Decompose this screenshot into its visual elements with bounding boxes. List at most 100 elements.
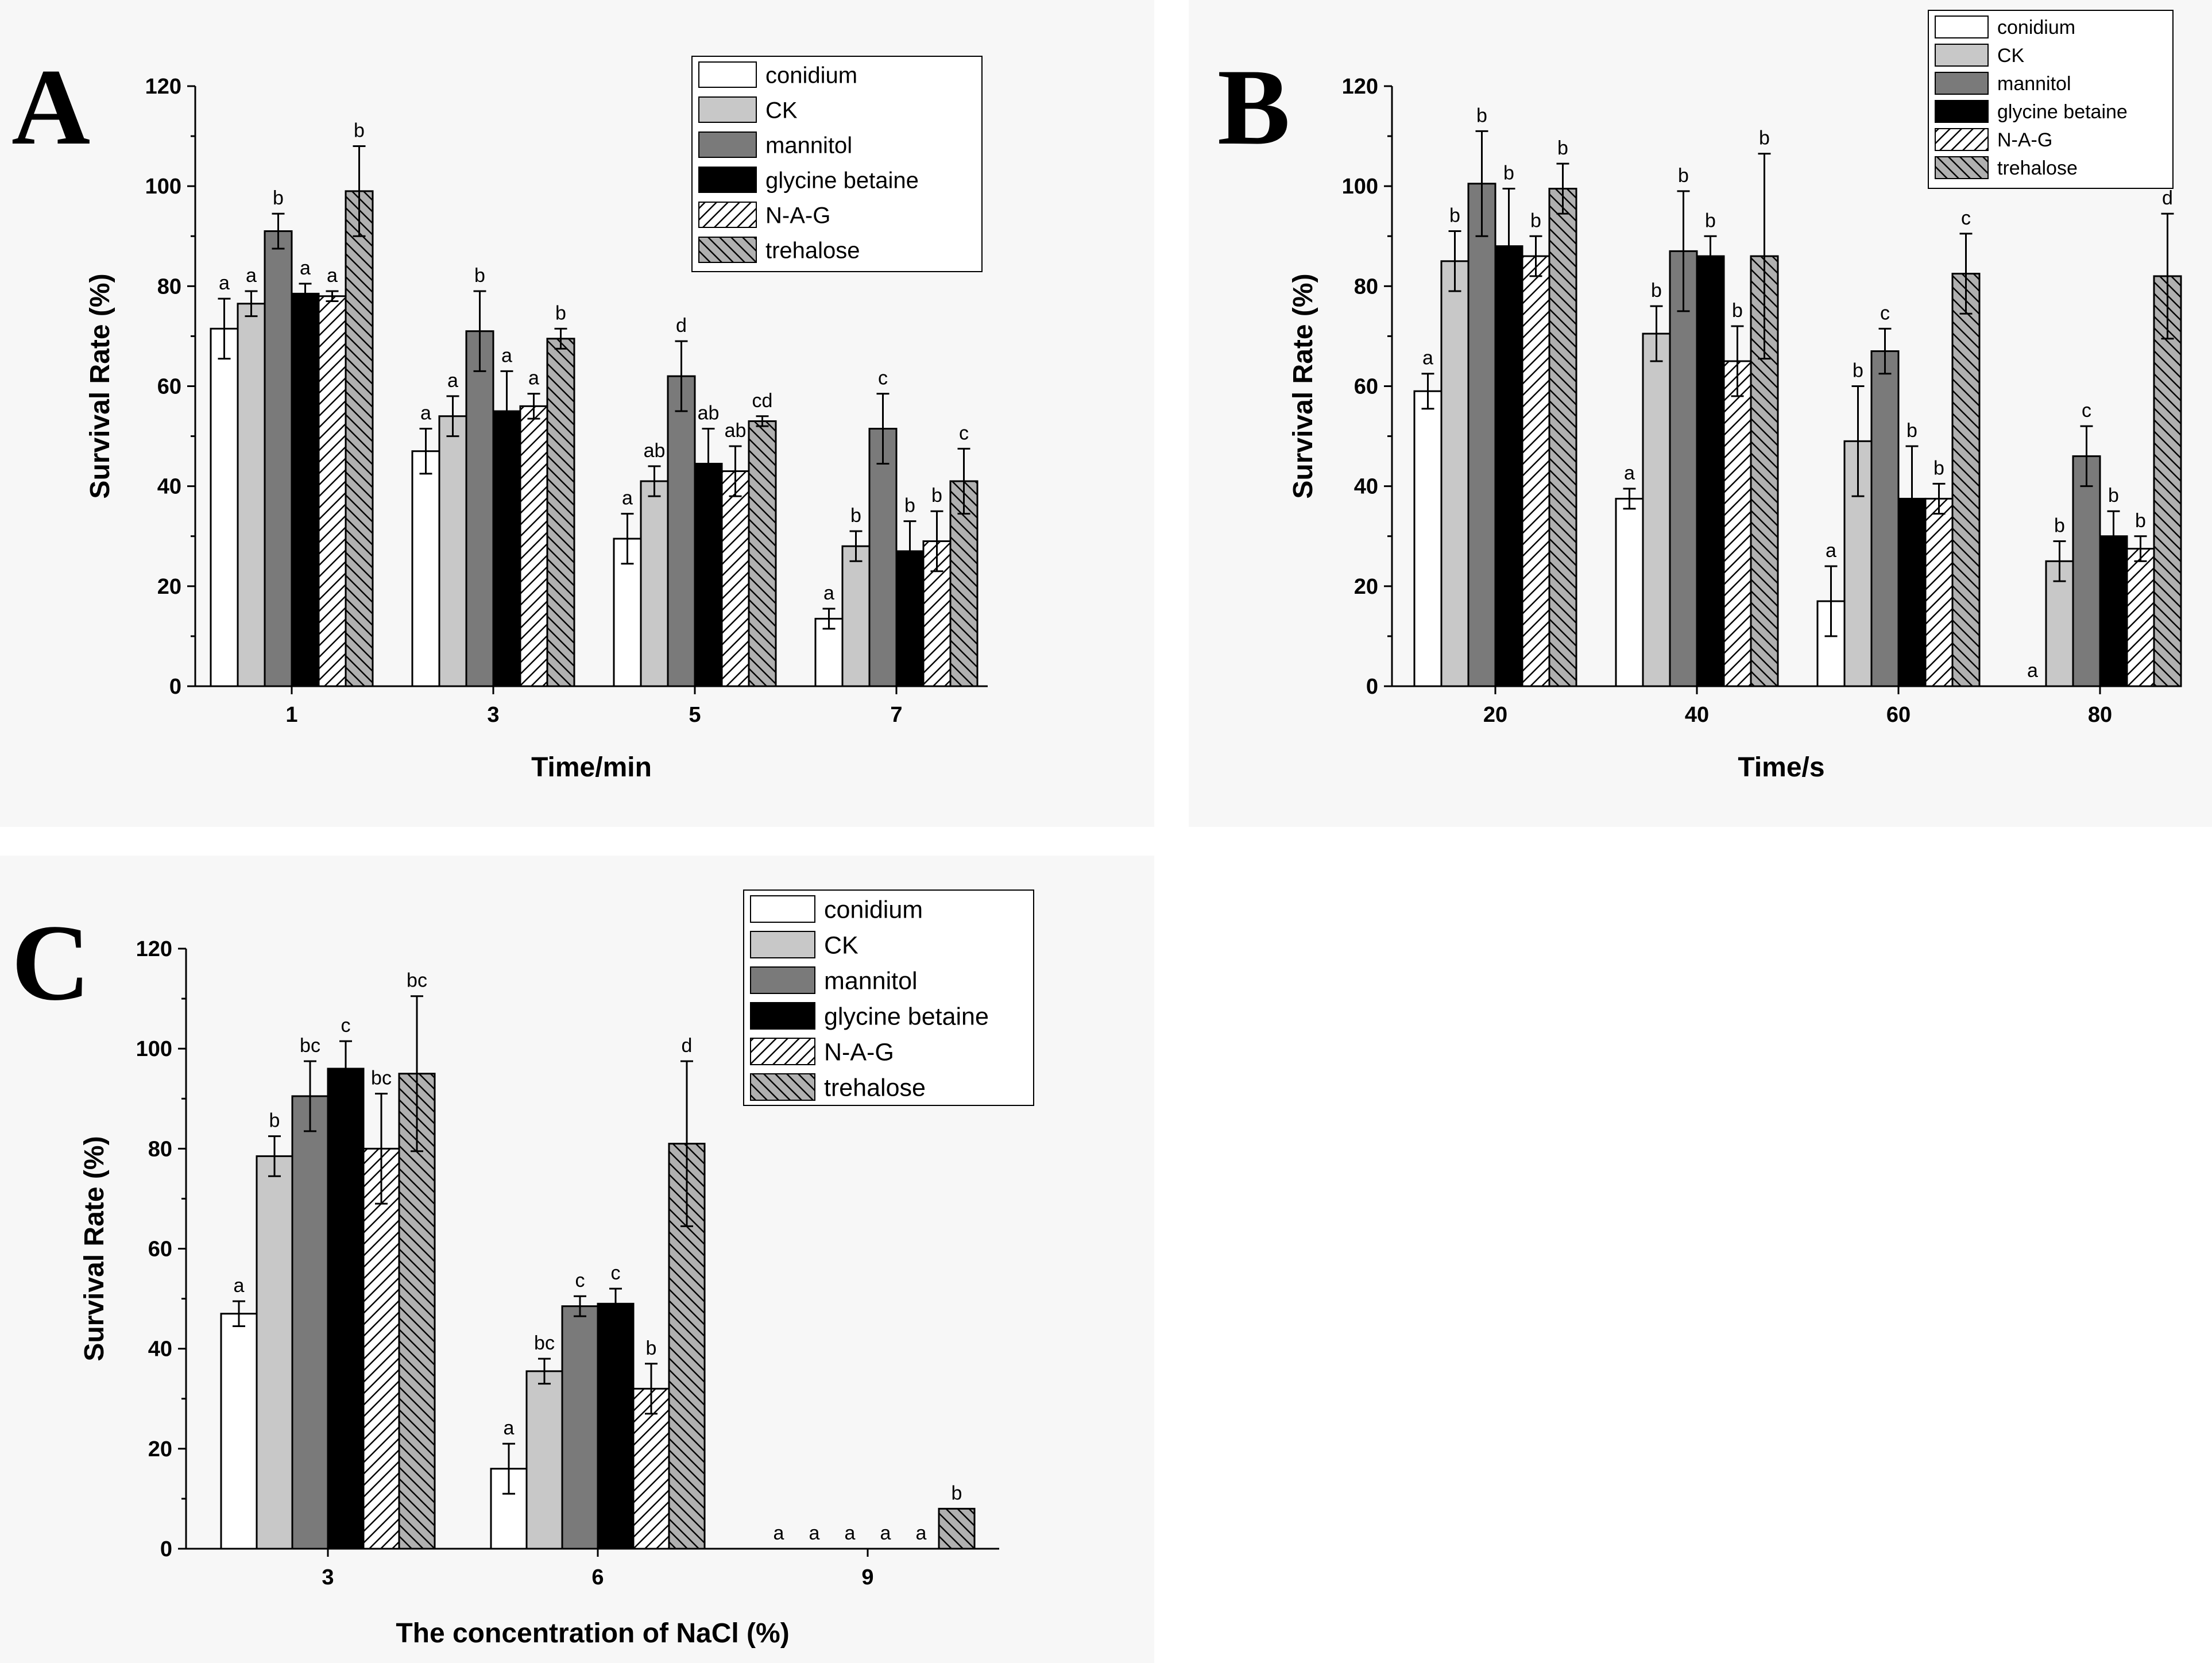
bar-mannitol-7 [868, 428, 898, 687]
legend-swatch-glycine-betaine [1935, 100, 1989, 123]
legend-label-conidium: conidium [1997, 17, 2075, 38]
significance-label: b [1557, 137, 1568, 159]
legend-label-conidium: conidium [824, 896, 923, 923]
bar-n-a-g-60 [1924, 497, 1954, 687]
legend-label-conidium: conidium [765, 63, 857, 88]
bar-ck-5 [640, 480, 669, 687]
x-tick-label: 20 [1483, 703, 1507, 727]
significance-label: b [555, 302, 566, 324]
bar-trehalose-60 [1951, 273, 1981, 687]
significance-label: b [931, 485, 942, 506]
significance-label: c [341, 1015, 351, 1037]
legend-label-trehalose: trehalose [1997, 157, 2078, 179]
bar-n-a-g-1 [318, 295, 347, 687]
bar-conidium-20 [1413, 390, 1443, 687]
x-tick-label: 7 [890, 703, 902, 727]
significance-label: b [1530, 210, 1541, 231]
legend-label-ck: CK [1997, 45, 2025, 67]
significance-label: b [2054, 515, 2065, 536]
significance-label: ab [725, 420, 747, 442]
significance-label: a [420, 403, 431, 424]
significance-label: b [1503, 163, 1514, 184]
bar-mannitol-40 [1669, 250, 1698, 687]
legend-swatch-ck [698, 96, 757, 123]
significance-label: b [1705, 210, 1716, 231]
x-tick-label: 40 [1685, 703, 1709, 727]
x-tick-label: 5 [689, 703, 701, 727]
panel-letter-c: C [11, 903, 90, 1023]
bar-glycine-betaine-5 [694, 462, 723, 687]
x-axis-title: Time/s [1738, 752, 1824, 783]
bar-glycine-betaine-6 [597, 1302, 635, 1550]
significance-label: b [646, 1337, 657, 1359]
y-tick-label: 100 [136, 1037, 172, 1061]
legend-label-mannitol: mannitol [824, 967, 918, 995]
significance-label: a [1624, 462, 1635, 484]
significance-label: a [774, 1522, 784, 1544]
significance-label: b [1907, 420, 1917, 442]
y-tick-label: 80 [157, 274, 181, 299]
legend-swatch-ck [750, 931, 815, 958]
significance-label: b [1933, 457, 1944, 479]
bar-trehalose-20 [1548, 188, 1577, 687]
legend-label-mannitol: mannitol [1997, 73, 2071, 95]
legend: conidium CK mannitol glycine betaine N-A-G tr… [743, 889, 1034, 1106]
legend-swatch-mannitol [1935, 72, 1989, 95]
y-tick-label: 20 [157, 575, 181, 599]
bar-n-a-g-5 [721, 470, 750, 687]
bar-mannitol-1 [264, 230, 293, 687]
significance-label: c [2082, 400, 2091, 421]
legend-swatch-conidium [750, 895, 815, 923]
legend-label-mannitol: mannitol [765, 133, 852, 158]
bar-ck-40 [1642, 332, 1671, 687]
y-tick-label: 60 [1354, 375, 1378, 399]
legend-label-glycine-betaine: glycine betaine [765, 168, 919, 193]
legend-label-n-a-g: N-A-G [824, 1038, 894, 1066]
significance-label: b [1449, 205, 1460, 227]
significance-label: a [528, 368, 539, 389]
significance-label: b [1759, 127, 1770, 149]
legend-box [691, 56, 983, 272]
significance-label: b [269, 1110, 280, 1132]
significance-label: ab [698, 403, 720, 424]
bar-ck-7 [841, 545, 871, 687]
significance-label: d [2162, 187, 2173, 209]
bar-ck-1 [237, 303, 266, 687]
y-tick-label: 40 [1354, 475, 1378, 499]
significance-label: bc [300, 1035, 320, 1057]
x-tick-label: 80 [2088, 703, 2112, 727]
bar-trehalose-5 [748, 420, 777, 687]
legend-swatch-n-a-g [1935, 128, 1989, 151]
bar-glycine-betaine-20 [1494, 245, 1523, 687]
legend-label-glycine-betaine: glycine betaine [824, 1003, 989, 1030]
y-tick-label: 120 [1342, 75, 1378, 99]
legend-label-trehalose: trehalose [765, 238, 860, 263]
legend-swatch-mannitol [698, 132, 757, 158]
significance-label: b [354, 120, 365, 142]
y-tick-label: 60 [148, 1237, 172, 1262]
bar-ck-6 [525, 1370, 563, 1550]
significance-label: b [1732, 300, 1743, 322]
y-tick-label: 60 [157, 375, 181, 399]
panel-letter-b: B [1217, 47, 1290, 168]
bar-glycine-betaine-3 [327, 1068, 365, 1550]
y-tick-label: 20 [1354, 575, 1378, 599]
bar-conidium-3 [220, 1313, 258, 1550]
significance-label: a [219, 272, 230, 294]
significance-label: a [622, 488, 633, 509]
bar-mannitol-3 [465, 330, 494, 687]
legend-swatch-glycine-betaine [698, 167, 757, 193]
significance-label: a [823, 582, 834, 604]
bar-mannitol-80 [2072, 455, 2101, 687]
panel-letter-a: A [11, 47, 90, 168]
bar-ck-3 [438, 415, 467, 687]
y-tick-label: 120 [145, 75, 181, 99]
legend-swatch-n-a-g [698, 202, 757, 228]
y-axis-title: Survival Rate (%) [85, 273, 115, 498]
y-tick-label: 80 [1354, 274, 1378, 299]
legend-box [743, 889, 1034, 1106]
legend-label-ck: CK [765, 98, 798, 123]
bar-ck-3 [256, 1155, 293, 1550]
y-tick-label: 100 [1342, 175, 1378, 199]
